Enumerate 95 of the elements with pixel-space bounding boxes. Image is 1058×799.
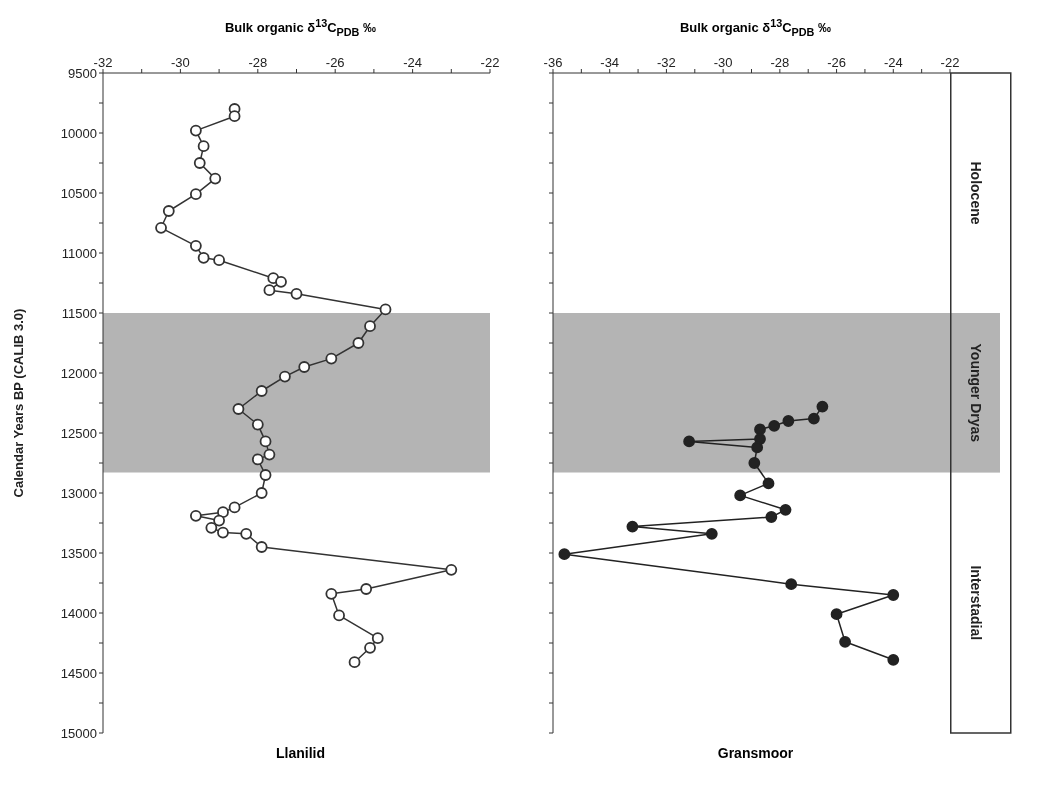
point [217,506,229,519]
x-tick-label: -28 [770,55,790,70]
point [626,520,639,533]
x-tick-label: -36 [543,55,563,70]
point [782,415,795,427]
point [189,188,202,201]
point [325,352,338,365]
band-label: Younger Dryas [968,343,985,443]
y-tick-label: 11000 [61,245,97,261]
point [364,320,376,333]
text: Gransmoor [716,744,795,763]
point [360,583,373,595]
point [445,563,458,576]
point [189,124,202,137]
point [217,526,229,539]
x-tick-label: -22 [940,55,960,70]
point [333,609,345,622]
point [734,489,747,502]
y-tick-label: 12500 [60,425,97,441]
point [263,448,276,461]
point [683,435,696,448]
point [213,254,225,267]
x-axis-title: Bulk organic δ$^{13}$C$_{PDB}$ ‰ [223,16,378,38]
point [751,441,764,454]
point [228,110,241,123]
point [785,578,798,591]
point [189,239,202,252]
point [162,205,175,217]
point [197,251,210,264]
point [197,140,210,153]
point [290,287,303,300]
point [189,509,202,522]
point [209,172,222,185]
point [754,433,766,445]
point [768,419,781,432]
text: Holocene [968,161,985,225]
point [348,656,361,669]
y-tick-label: 14000 [60,605,97,621]
point [232,403,245,415]
x-tick-label: -34 [600,55,620,70]
point [298,361,311,373]
point [240,527,253,540]
x-tick-label: -24 [883,55,903,70]
point [762,477,775,490]
point [748,457,761,469]
point [155,221,167,234]
point [779,503,792,516]
point [255,487,268,499]
x-tick-label: -30 [713,55,733,70]
point [255,385,268,397]
text: Interstadial [968,565,985,641]
x-tick-label: -26 [827,55,846,70]
point [278,370,291,383]
text: Llanilid [276,745,325,761]
y-tick-label: 10000 [60,125,97,141]
y-tick-label: 12000 [60,365,97,381]
point [816,400,829,413]
point [213,514,225,527]
point [352,337,365,349]
point [251,453,264,466]
point [263,284,276,297]
point [259,435,272,448]
point [205,521,218,534]
x-tick-label: -24 [403,55,422,70]
point [364,641,376,654]
point [275,275,287,288]
point [807,412,820,425]
point [251,418,264,431]
point [259,469,272,481]
point [228,501,241,514]
point [558,548,571,561]
point [830,608,843,621]
point [371,632,384,645]
y-tick-label: 13000 [60,485,97,501]
x-tick-label: -32 [657,55,676,70]
x-tick-label: -26 [325,55,345,70]
x-tick-label: -30 [171,55,190,70]
point [255,541,268,553]
point [887,653,900,666]
y-axis-title: Calendar Years BP (CALIB 3.0) [10,308,26,498]
x-tick-label: -28 [248,55,268,70]
x-tick-label: -22 [480,55,500,70]
x-axis-title: Bulk organic δ$^{13}$C$_{PDB}$ ‰ [678,16,833,38]
y-tick-label: 10500 [60,185,97,201]
point [887,589,900,601]
point [325,587,338,600]
y-tick-label: 15000 [60,725,97,741]
point [765,511,778,523]
y-tick-label: 14500 [60,665,97,681]
y-tick-label: 13500 [60,545,97,561]
point [193,157,206,169]
point [839,635,851,648]
point [379,303,392,316]
y-tick-label: 11500 [61,305,97,321]
point [705,527,718,540]
